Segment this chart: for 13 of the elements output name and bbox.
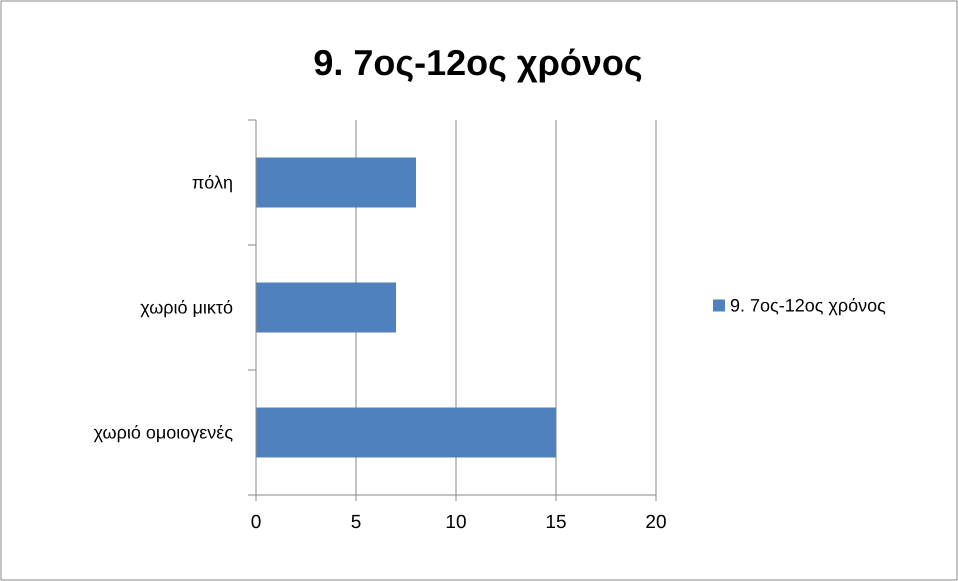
bar	[256, 158, 416, 208]
legend-label: 9. 7ος-12ος χρόνος	[730, 296, 886, 316]
y-tick-label: χωριό ομοιογενές	[94, 422, 234, 442]
x-tick-label: 5	[350, 512, 362, 533]
bar	[256, 408, 556, 458]
x-tick-label: 15	[545, 512, 567, 533]
y-tick-label: πόλη	[192, 172, 233, 192]
x-tick-label: 20	[645, 512, 667, 533]
x-tick-label: 0	[250, 512, 262, 533]
chart-title: 9. 7ος-12ος χρόνος	[313, 42, 643, 83]
y-tick-label: χωριό μικτό	[140, 298, 233, 318]
bar	[256, 282, 396, 332]
x-tick-label: 10	[445, 512, 467, 533]
